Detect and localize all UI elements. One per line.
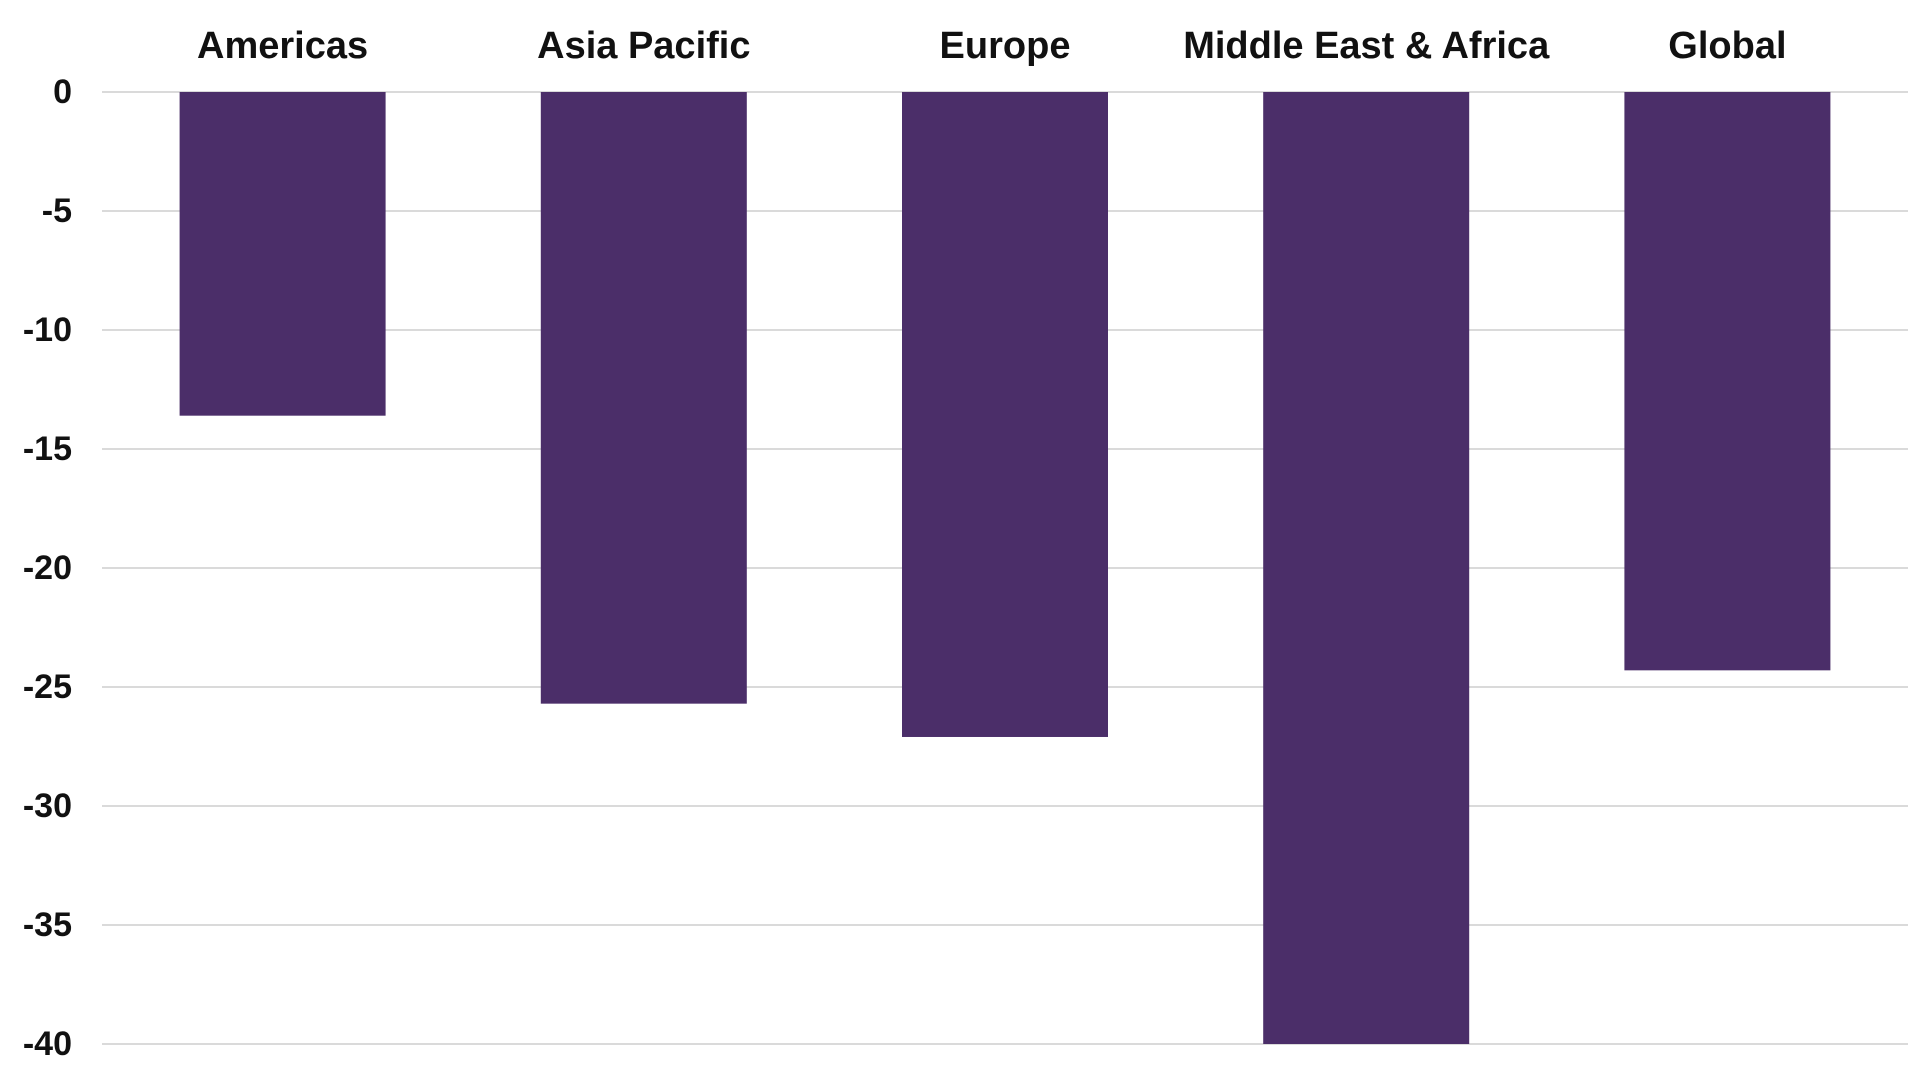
bar [1624,92,1831,671]
y-tick-label: -30 [23,787,72,825]
y-tick-label: -10 [23,311,72,349]
bar [1263,92,1470,1044]
category-label: Europe [940,25,1071,67]
y-axis-tick-labels: 0 -5 -10 -15 -20 -25 -30 -35 -40 [23,73,72,1063]
y-tick-label: -20 [23,549,72,587]
category-labels: Americas Asia Pacific Europe Middle East & … [197,25,1786,67]
bar [540,92,747,704]
category-label: Global [1668,25,1786,67]
bar [179,92,386,416]
category-label: Asia Pacific [537,25,750,67]
y-tick-label: -15 [23,430,72,468]
category-label: Americas [197,25,368,67]
y-tick-label: 0 [53,73,72,111]
y-tick-label: -25 [23,668,72,706]
category-label: Middle East & Africa [1183,25,1550,67]
bars [179,92,1831,1044]
y-tick-label: -35 [23,906,72,944]
y-tick-label: -40 [23,1025,72,1063]
bar [902,92,1108,737]
y-tick-label: -5 [42,192,72,230]
